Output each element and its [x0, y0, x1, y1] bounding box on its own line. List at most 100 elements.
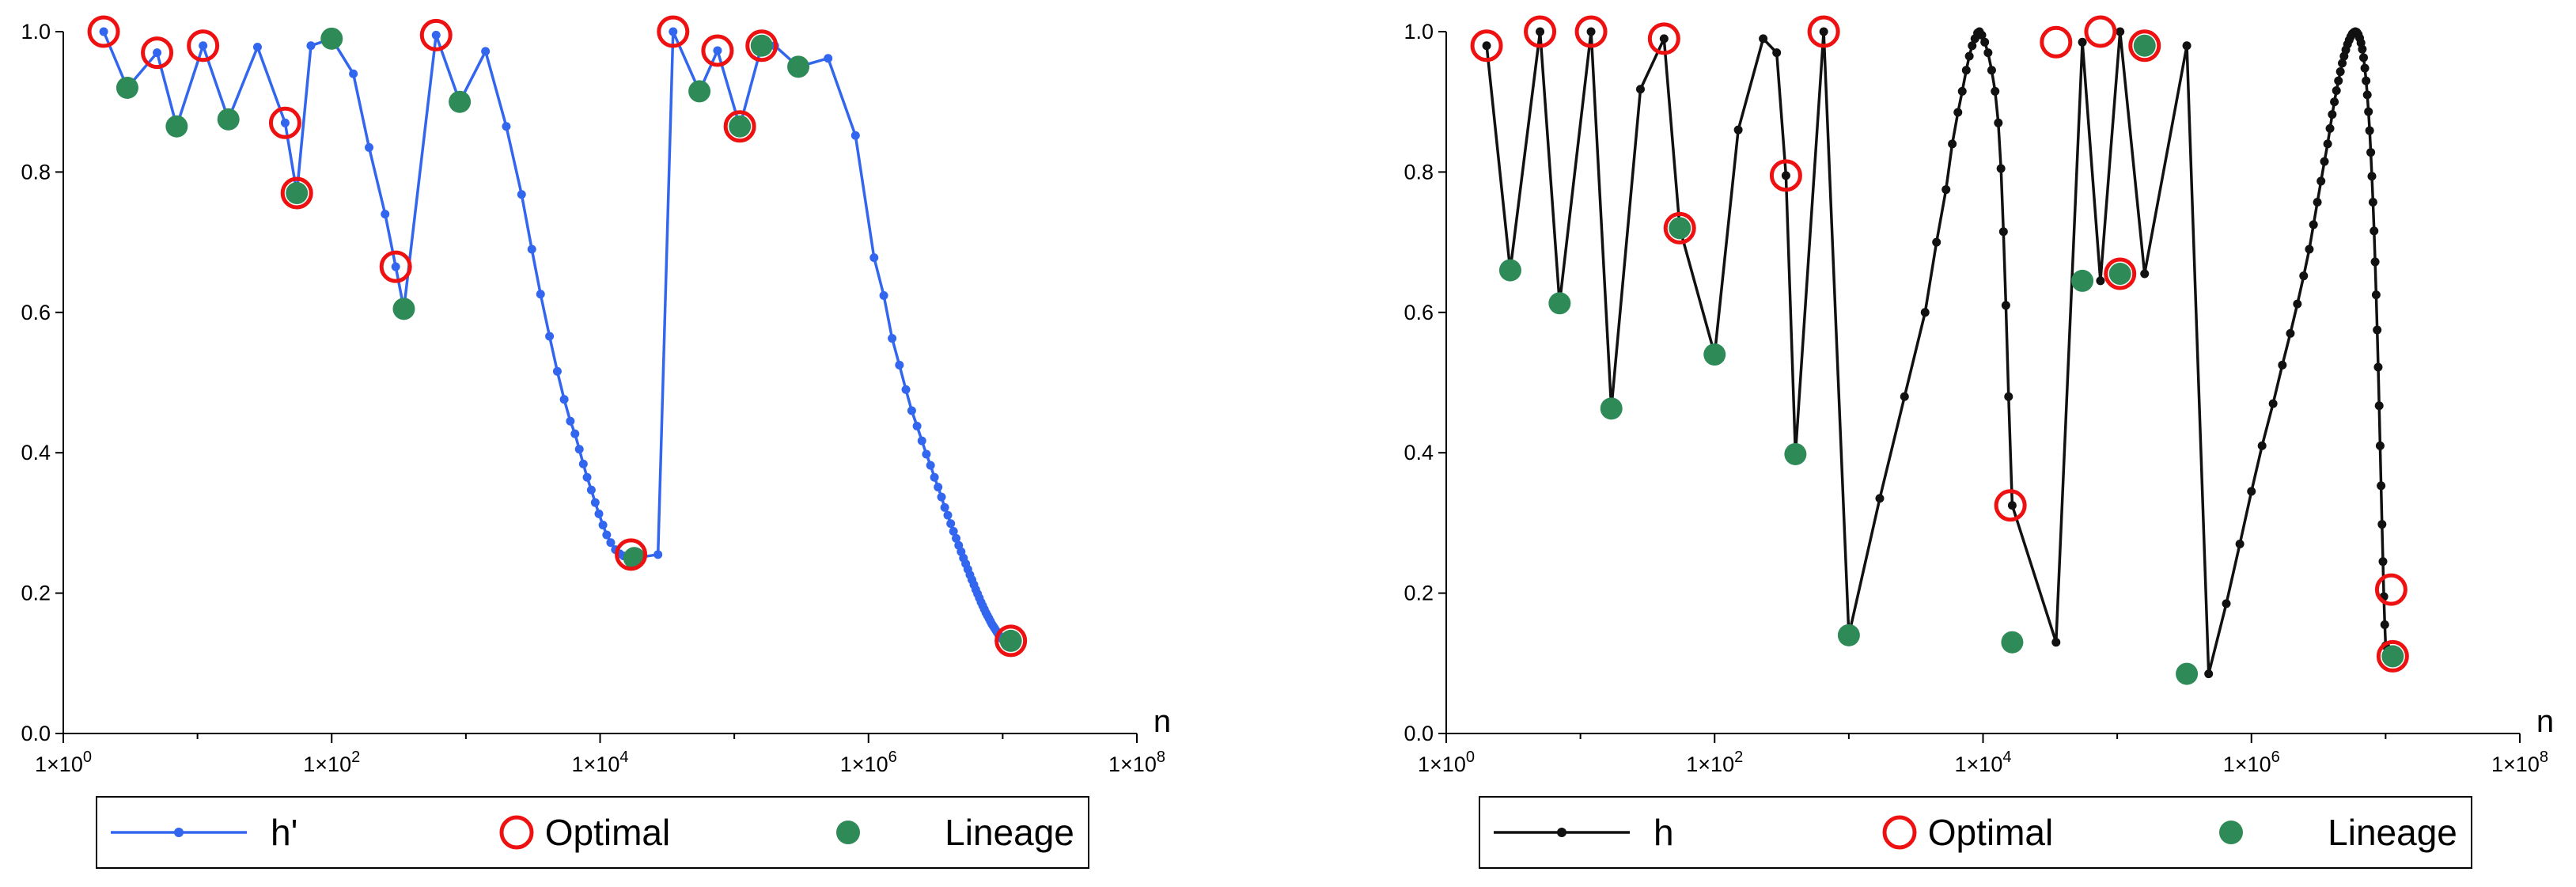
legend-label: Lineage — [2328, 812, 2457, 853]
series-point — [606, 538, 616, 548]
series-point — [1957, 86, 1967, 96]
x-tick-label: 1×100 — [35, 749, 92, 776]
optimal-marker — [2374, 573, 2407, 606]
series-point — [922, 449, 931, 459]
legend-label: Optimal — [1928, 812, 2053, 853]
optimal-marker — [994, 624, 1028, 658]
series-point — [1980, 37, 1990, 47]
series-point — [2305, 244, 2314, 254]
legend-line-dot — [174, 828, 184, 837]
series-point — [2367, 172, 2377, 181]
series-point — [824, 54, 833, 63]
legend-line-dot — [1557, 828, 1566, 837]
lineage-marker — [1669, 217, 1691, 240]
series-point — [713, 46, 722, 55]
optimal-marker — [1769, 159, 1802, 192]
series-point — [1953, 108, 1963, 117]
series-point — [545, 332, 555, 341]
lineage-marker — [320, 27, 343, 50]
series-point — [536, 290, 545, 299]
series-point — [2377, 520, 2387, 529]
series-point — [306, 41, 316, 51]
legend: h Optimal Lineage — [1479, 796, 2472, 869]
optimal-marker — [141, 36, 174, 70]
lineage-marker — [999, 629, 1022, 652]
y-tick-label: 0.4 — [1404, 441, 1434, 464]
series-point — [2317, 176, 2326, 186]
series-point — [879, 291, 888, 301]
legend-label: h — [1654, 812, 1674, 853]
optimal-marker — [1663, 211, 1696, 244]
series-point — [1586, 27, 1596, 36]
series-point — [590, 498, 600, 507]
series-point — [917, 436, 926, 445]
optimal-marker — [268, 106, 301, 139]
series-point — [2204, 669, 2214, 679]
optimal-marker — [615, 538, 648, 571]
series-point — [1759, 34, 1768, 44]
optimal-marker — [2376, 639, 2409, 673]
lineage-marker — [2071, 269, 2094, 292]
series-point — [2380, 620, 2389, 630]
series-point — [586, 485, 596, 495]
lineage-marker — [1600, 397, 1623, 420]
series-point — [869, 253, 879, 263]
series-point — [1987, 66, 1996, 75]
series-point — [1781, 171, 1790, 180]
lineage-marker — [2001, 631, 2024, 654]
series-point — [940, 502, 949, 512]
series-point — [2278, 360, 2287, 370]
series-point — [1536, 27, 1545, 36]
series-point — [1635, 85, 1645, 94]
lineage-marker — [1498, 259, 1521, 282]
lineage-marker — [2108, 263, 2131, 286]
series-point — [602, 530, 612, 540]
series-point — [1977, 30, 1987, 40]
series-point — [901, 385, 911, 394]
legend: h' Optimal Lineage — [96, 796, 1089, 869]
series-point — [907, 406, 916, 415]
series-point — [2313, 198, 2322, 207]
optimal-marker — [2084, 15, 2117, 48]
series-point — [888, 334, 897, 343]
series-point — [2362, 76, 2371, 85]
y-tick-label: 0.6 — [1404, 301, 1434, 324]
chart-right: 0.0 0.2 0.4 0.6 0.8 1.0 1×100 1×102 1×104 1×106 1×… — [1404, 15, 2554, 869]
series-point — [937, 492, 946, 502]
optimal-marker — [2040, 25, 2073, 59]
series-point — [391, 262, 400, 271]
series-point — [1964, 51, 1974, 61]
x-tick-label: 1×104 — [1955, 749, 2012, 776]
series-point — [280, 118, 290, 127]
x-axis-title: n — [1154, 704, 1171, 739]
lineage-marker — [1837, 624, 1860, 646]
legend-label: Optimal — [545, 812, 670, 853]
series-point — [574, 445, 584, 454]
series-point — [2366, 148, 2376, 157]
series-point — [946, 519, 956, 529]
series-point — [2325, 123, 2335, 133]
series-point — [1991, 86, 2000, 96]
series-point — [2328, 110, 2337, 119]
series-point — [926, 461, 935, 470]
series-line-h — [1485, 30, 2393, 676]
series-point — [2001, 301, 2010, 310]
lineage-marker — [1703, 343, 1726, 366]
series-point — [598, 521, 608, 530]
series-point — [850, 131, 860, 140]
series-point — [2334, 76, 2343, 85]
series-point — [1932, 237, 1941, 247]
series-point — [481, 47, 491, 56]
y-tick-label: 0.0 — [1404, 722, 1434, 745]
series-point — [2332, 86, 2341, 96]
lineage-marker — [217, 108, 240, 131]
legend-lineage-symbol — [2219, 821, 2243, 844]
legend-optimal-symbol — [499, 815, 534, 850]
series-point — [2374, 401, 2384, 411]
series-point — [1900, 392, 1909, 401]
series-point — [1819, 27, 1828, 36]
series-point — [934, 483, 943, 492]
y-tick-label: 0.8 — [21, 160, 51, 184]
